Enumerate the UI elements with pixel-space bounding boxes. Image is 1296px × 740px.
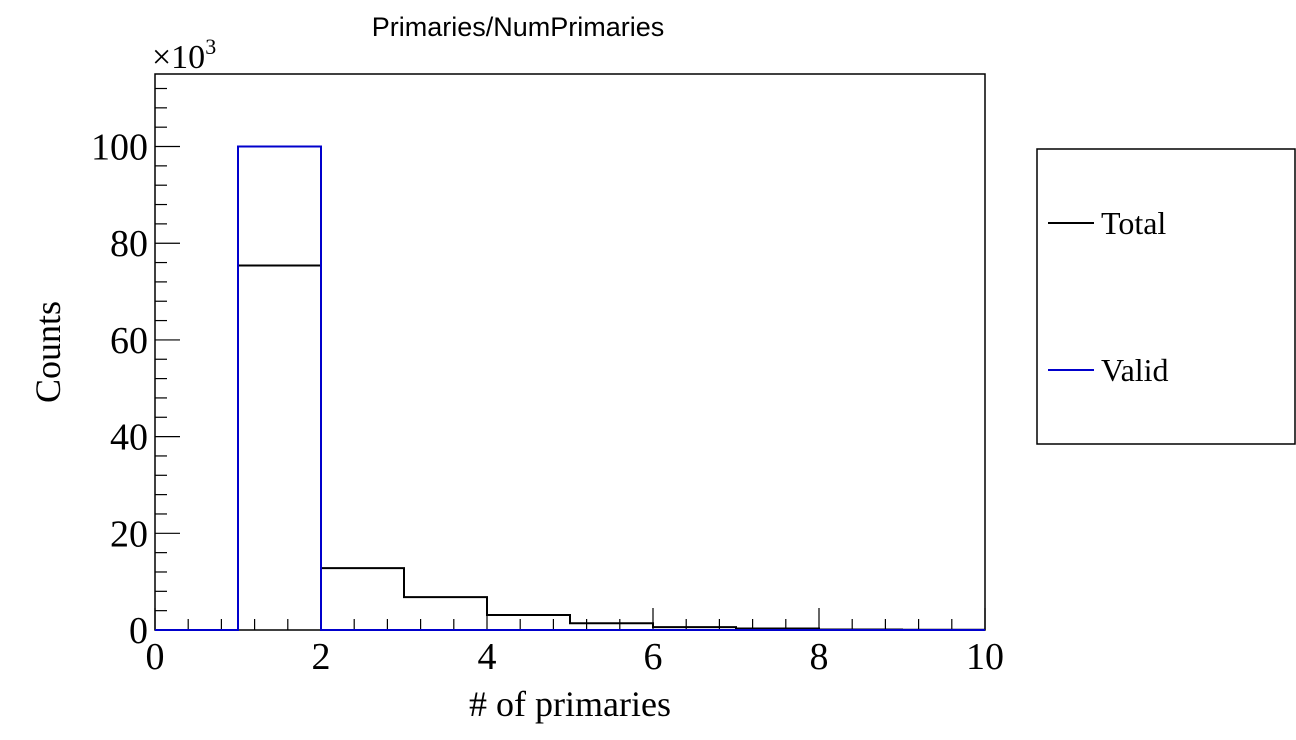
legend-label-total: Total [1101,205,1166,241]
legend: Total Valid [1036,148,1296,445]
x-tick-label: 4 [478,636,497,678]
x-tick-label: 10 [966,636,1004,678]
series-step-valid [155,145,985,631]
legend-box [1036,148,1296,445]
y-tick-label: 40 [110,417,148,459]
y-axis-label: Counts [28,301,68,403]
y-tick-label: 20 [110,513,148,555]
chart-title: Primaries/NumPrimaries [372,12,665,42]
y-multiplier-exponent: 3 [205,34,216,59]
axis-ticks [154,87,986,631]
x-axis-label: # of primaries [469,684,671,724]
y-multiplier-base: ×10 [152,39,205,76]
legend-label-valid: Valid [1101,352,1169,388]
series-step-total [155,264,985,631]
y-tick-label: 0 [129,610,148,652]
histogram-series [155,145,985,631]
y-tick-label: 80 [110,223,148,265]
x-tick-label: 0 [146,636,165,678]
x-tick-label: 2 [312,636,331,678]
y-tick-label: 60 [110,320,148,362]
x-tick-label: 8 [810,636,829,678]
plot-frame [154,73,986,631]
x-tick-label: 6 [644,636,663,678]
y-tick-label: 100 [91,127,148,169]
y-multiplier: ×103 [152,34,216,76]
